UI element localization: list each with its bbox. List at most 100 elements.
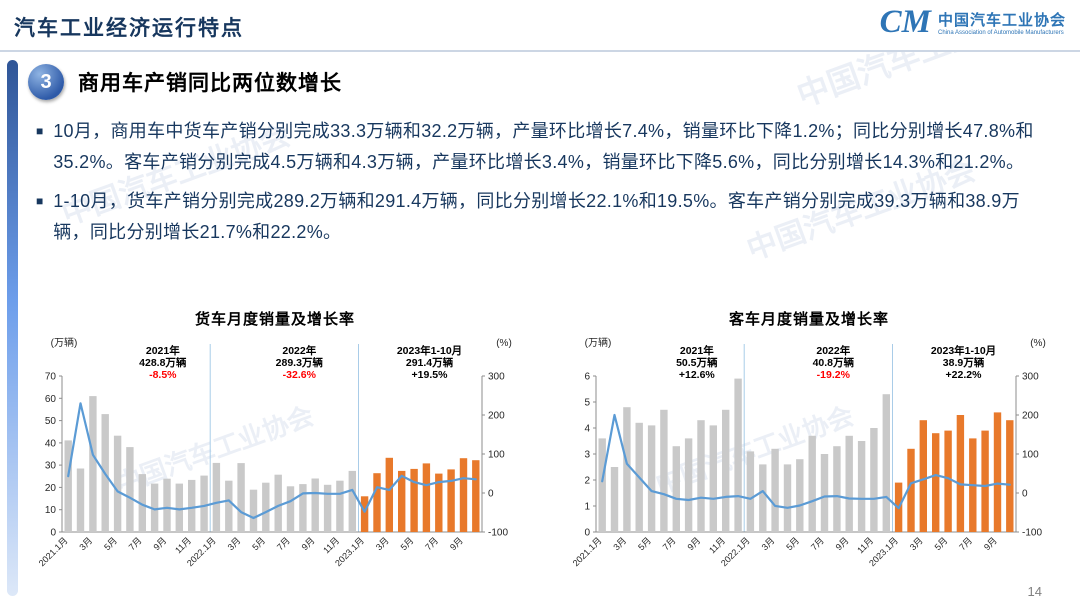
svg-text:-32.6%: -32.6% <box>283 369 317 381</box>
caam-logo-text: 中国汽车工业协会 China Association of Automobile… <box>938 9 1066 36</box>
bullet-list: ■ 10月，商用车中货车产销分别完成33.3万辆和32.2万辆，产量环比增长7.… <box>36 116 1052 256</box>
svg-text:38.9万辆: 38.9万辆 <box>943 356 985 369</box>
svg-text:200: 200 <box>488 411 505 422</box>
svg-text:7月: 7月 <box>661 535 678 552</box>
charts-row: 货车月度销量及增长率 0 10 20 30 40 50 60 70 -100 0 100 200 300… <box>20 308 1064 588</box>
page-title: 汽车工业经济运行特点 <box>14 17 244 40</box>
svg-text:291.4万辆: 291.4万辆 <box>406 356 454 369</box>
svg-text:289.3万辆: 289.3万辆 <box>276 356 324 369</box>
svg-text:4: 4 <box>584 424 590 435</box>
section-title: 商用车产销同比两位数增长 <box>78 72 342 95</box>
svg-text:5: 5 <box>584 398 590 409</box>
page-number: 14 <box>1027 584 1042 599</box>
svg-text:2021年: 2021年 <box>680 344 714 357</box>
svg-text:100: 100 <box>488 450 505 461</box>
bullet-text: 10月，商用车中货车产销分别完成33.3万辆和32.2万辆，产量环比增长7.4%… <box>53 121 1034 172</box>
svg-text:+22.2%: +22.2% <box>946 369 983 381</box>
header: 汽车工业经济运行特点 CM 中国汽车工业协会 China Association… <box>0 0 1080 52</box>
svg-text:0: 0 <box>50 528 56 539</box>
bullet-square-icon: ■ <box>36 124 44 138</box>
svg-text:9月: 9月 <box>685 535 702 552</box>
svg-text:-8.5%: -8.5% <box>149 369 177 381</box>
svg-text:3月: 3月 <box>374 535 391 552</box>
svg-text:5月: 5月 <box>102 535 119 552</box>
svg-text:(%): (%) <box>1030 338 1046 349</box>
svg-text:428.8万辆: 428.8万辆 <box>139 356 187 369</box>
bus-sales-chart: 客车月度销量及增长率 0 1 2 3 4 5 6 -100 0 100 200 300 (万辆) (%) 2… <box>554 308 1064 588</box>
section-heading: 3 商用车产销同比两位数增长 <box>28 64 342 100</box>
svg-text:3月: 3月 <box>760 535 777 552</box>
svg-text:7月: 7月 <box>809 535 826 552</box>
svg-text:(万辆): (万辆) <box>51 336 78 349</box>
svg-text:2022年: 2022年 <box>816 344 850 357</box>
svg-text:11月: 11月 <box>707 535 727 555</box>
svg-text:300: 300 <box>488 372 505 383</box>
svg-text:-19.2%: -19.2% <box>817 369 851 381</box>
bullet-text: 1-10月，货车产销分别完成289.2万辆和291.4万辆，同比分别增长22.1… <box>53 191 1020 242</box>
svg-text:11月: 11月 <box>321 535 341 555</box>
svg-text:30: 30 <box>45 461 57 472</box>
svg-text:50: 50 <box>45 416 57 427</box>
svg-text:(%): (%) <box>496 338 512 349</box>
svg-text:-100: -100 <box>1022 528 1042 539</box>
svg-text:7月: 7月 <box>423 535 440 552</box>
svg-text:0: 0 <box>1022 489 1028 500</box>
svg-text:3月: 3月 <box>908 535 925 552</box>
svg-text:200: 200 <box>1022 411 1039 422</box>
truck-sales-chart: 货车月度销量及增长率 0 10 20 30 40 50 60 70 -100 0 100 200 300… <box>20 308 530 588</box>
bus-chart-title: 客车月度销量及增长率 <box>728 311 889 328</box>
svg-text:3月: 3月 <box>611 535 628 552</box>
svg-text:3月: 3月 <box>226 535 243 552</box>
bullet-item: ■ 1-10月，货车产销分别完成289.2万辆和291.4万辆，同比分别增长22… <box>36 186 1052 248</box>
caam-logo-name-cn: 中国汽车工业协会 <box>937 12 1066 29</box>
left-accent-bar <box>7 60 18 596</box>
bullet-square-icon: ■ <box>36 194 44 208</box>
svg-text:3: 3 <box>584 450 590 461</box>
svg-text:+19.5%: +19.5% <box>412 369 449 381</box>
caam-logo-name-en: China Association of Automobile Manufact… <box>937 30 1064 36</box>
svg-text:5月: 5月 <box>933 535 950 552</box>
svg-text:1: 1 <box>584 502 590 513</box>
svg-text:70: 70 <box>45 372 57 383</box>
svg-text:9月: 9月 <box>448 535 465 552</box>
svg-text:2023年1-10月: 2023年1-10月 <box>397 344 462 357</box>
svg-text:20: 20 <box>45 483 57 494</box>
svg-text:-100: -100 <box>488 528 508 539</box>
svg-text:9月: 9月 <box>151 535 168 552</box>
bullet-item: ■ 10月，商用车中货车产销分别完成33.3万辆和32.2万辆，产量环比增长7.… <box>36 116 1052 178</box>
svg-text:100: 100 <box>1022 450 1039 461</box>
svg-text:6: 6 <box>584 372 590 383</box>
svg-text:(万辆): (万辆) <box>585 336 612 349</box>
section-number-badge: 3 <box>28 64 64 100</box>
svg-text:40: 40 <box>45 438 57 449</box>
svg-text:2: 2 <box>584 476 590 487</box>
svg-text:10: 10 <box>45 505 57 516</box>
svg-text:2022年: 2022年 <box>282 344 316 357</box>
svg-text:5月: 5月 <box>636 535 653 552</box>
caam-logo-mark-icon: CM <box>879 4 931 40</box>
svg-text:5月: 5月 <box>399 535 416 552</box>
bus-sales-chart-canvas: 0 1 2 3 4 5 6 -100 0 100 200 300 (万辆) (%) 2021.1月 3月 5月 7… <box>571 336 1046 568</box>
svg-text:50.5万辆: 50.5万辆 <box>676 356 718 369</box>
svg-text:7月: 7月 <box>275 535 292 552</box>
svg-text:9月: 9月 <box>982 535 999 552</box>
svg-text:300: 300 <box>1022 372 1039 383</box>
svg-text:7月: 7月 <box>957 535 974 552</box>
svg-text:7月: 7月 <box>127 535 144 552</box>
svg-text:60: 60 <box>45 394 57 405</box>
truck-chart-title: 货车月度销量及增长率 <box>194 311 355 328</box>
svg-text:2021.1月: 2021.1月 <box>571 535 604 568</box>
svg-text:0: 0 <box>488 489 494 500</box>
svg-text:11月: 11月 <box>173 535 193 555</box>
svg-text:5月: 5月 <box>784 535 801 552</box>
svg-text:2021.1月: 2021.1月 <box>37 535 70 568</box>
svg-text:2023年1-10月: 2023年1-10月 <box>931 344 996 357</box>
truck-sales-chart-canvas: 0 10 20 30 40 50 60 70 -100 0 100 200 300 (万辆) (%) 2021… <box>37 336 512 568</box>
svg-text:3月: 3月 <box>77 535 94 552</box>
svg-text:0: 0 <box>584 528 590 539</box>
svg-text:11月: 11月 <box>855 535 875 555</box>
svg-text:40.8万辆: 40.8万辆 <box>813 356 855 369</box>
caam-logo: CM 中国汽车工业协会 China Association of Automob… <box>880 6 1066 39</box>
svg-text:+12.6%: +12.6% <box>679 369 716 381</box>
